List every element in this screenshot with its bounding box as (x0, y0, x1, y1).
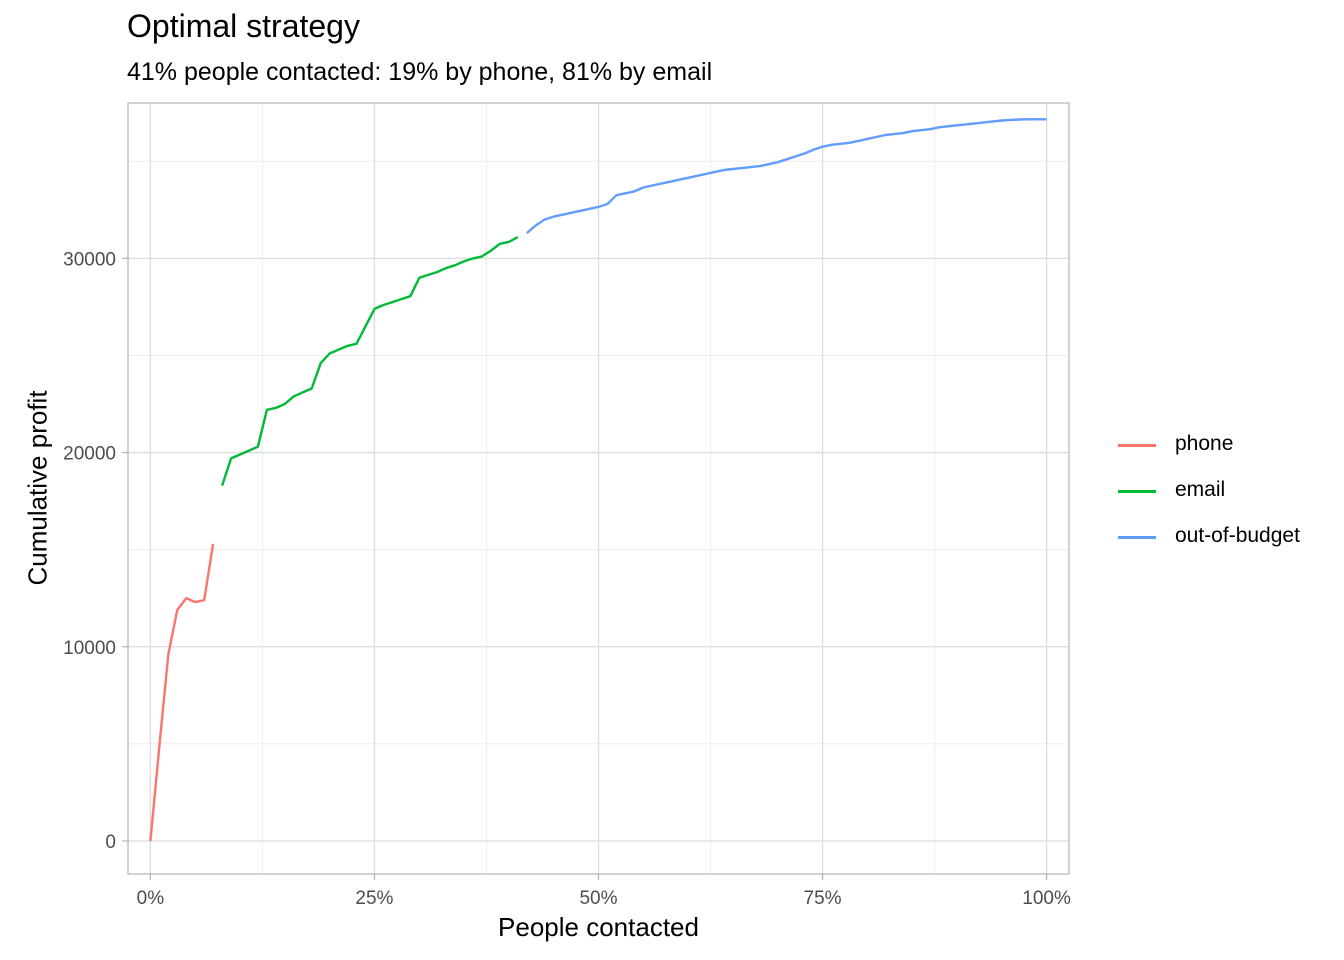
legend-label-email: email (1175, 478, 1226, 501)
chart-title: Optimal strategy (127, 8, 360, 44)
chart-subtitle: 41% people contacted: 19% by phone, 81% … (127, 58, 713, 86)
y-tick-label: 10000 (63, 638, 116, 659)
legend-swatch-email (1118, 490, 1156, 493)
legend-label-phone: phone (1175, 432, 1234, 455)
x-tick-label: 25% (355, 888, 393, 909)
x-tick-label: 0% (137, 888, 165, 909)
axis-ticks: 0% 25% 50% 75% 100% 0 10000 20000 30000 (63, 249, 1071, 909)
major-gridlines (128, 103, 1069, 874)
x-tick-label: 100% (1022, 888, 1071, 909)
y-axis-label: Cumulative profit (22, 390, 53, 586)
legend-swatch-out-of-budget (1118, 536, 1156, 539)
legend-swatch-phone (1118, 444, 1156, 447)
series-line-email (220, 235, 519, 486)
legend-label-out-of-budget: out-of-budget (1175, 524, 1300, 547)
x-tick-label: 50% (579, 888, 617, 909)
x-axis-label: People contacted (498, 912, 699, 942)
series-lines (149, 118, 1047, 842)
y-tick-label: 20000 (63, 444, 116, 465)
y-tick-label: 30000 (63, 249, 116, 270)
series-line-phone (149, 543, 215, 842)
series-line-out-of-budget (526, 118, 1047, 235)
y-tick-label: 0 (105, 832, 116, 853)
x-tick-label: 75% (804, 888, 842, 909)
